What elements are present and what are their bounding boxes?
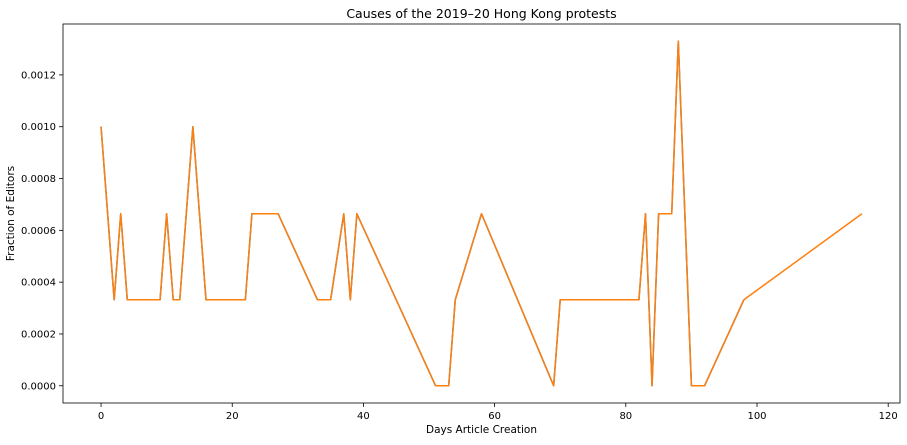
x-tick-label: 100 bbox=[747, 411, 766, 422]
x-tick-label: 40 bbox=[357, 411, 370, 422]
chart-title: Causes of the 2019–20 Hong Kong protests bbox=[346, 6, 616, 21]
x-axis-label: Days Article Creation bbox=[426, 424, 537, 436]
y-tick-label: 0.0006 bbox=[21, 226, 56, 237]
y-tick-label: 0.0012 bbox=[21, 70, 56, 81]
x-tick-label: 60 bbox=[488, 411, 501, 422]
y-tick-label: 0.0004 bbox=[21, 278, 56, 289]
y-axis: 0.0000 0.0002 0.0004 0.0006 0.0008 0.0010 0.00… bbox=[21, 70, 63, 392]
x-tick-label: 120 bbox=[879, 411, 898, 422]
y-tick-label: 0.0000 bbox=[21, 381, 56, 392]
x-axis: 0 20 40 60 80 100 120 bbox=[98, 403, 898, 422]
y-tick-label: 0.0002 bbox=[21, 329, 56, 340]
plot-frame bbox=[62, 23, 901, 404]
plot-area bbox=[100, 40, 863, 387]
y-axis-label: Fraction of Editors bbox=[5, 166, 17, 261]
series-line-2 bbox=[100, 40, 863, 387]
y-tick-label: 0.0010 bbox=[21, 122, 56, 133]
x-tick-label: 80 bbox=[619, 411, 632, 422]
series-line-1 bbox=[100, 40, 745, 387]
x-tick-label: 0 bbox=[98, 411, 104, 422]
y-tick-label: 0.0008 bbox=[21, 174, 56, 185]
x-tick-label: 20 bbox=[226, 411, 239, 422]
